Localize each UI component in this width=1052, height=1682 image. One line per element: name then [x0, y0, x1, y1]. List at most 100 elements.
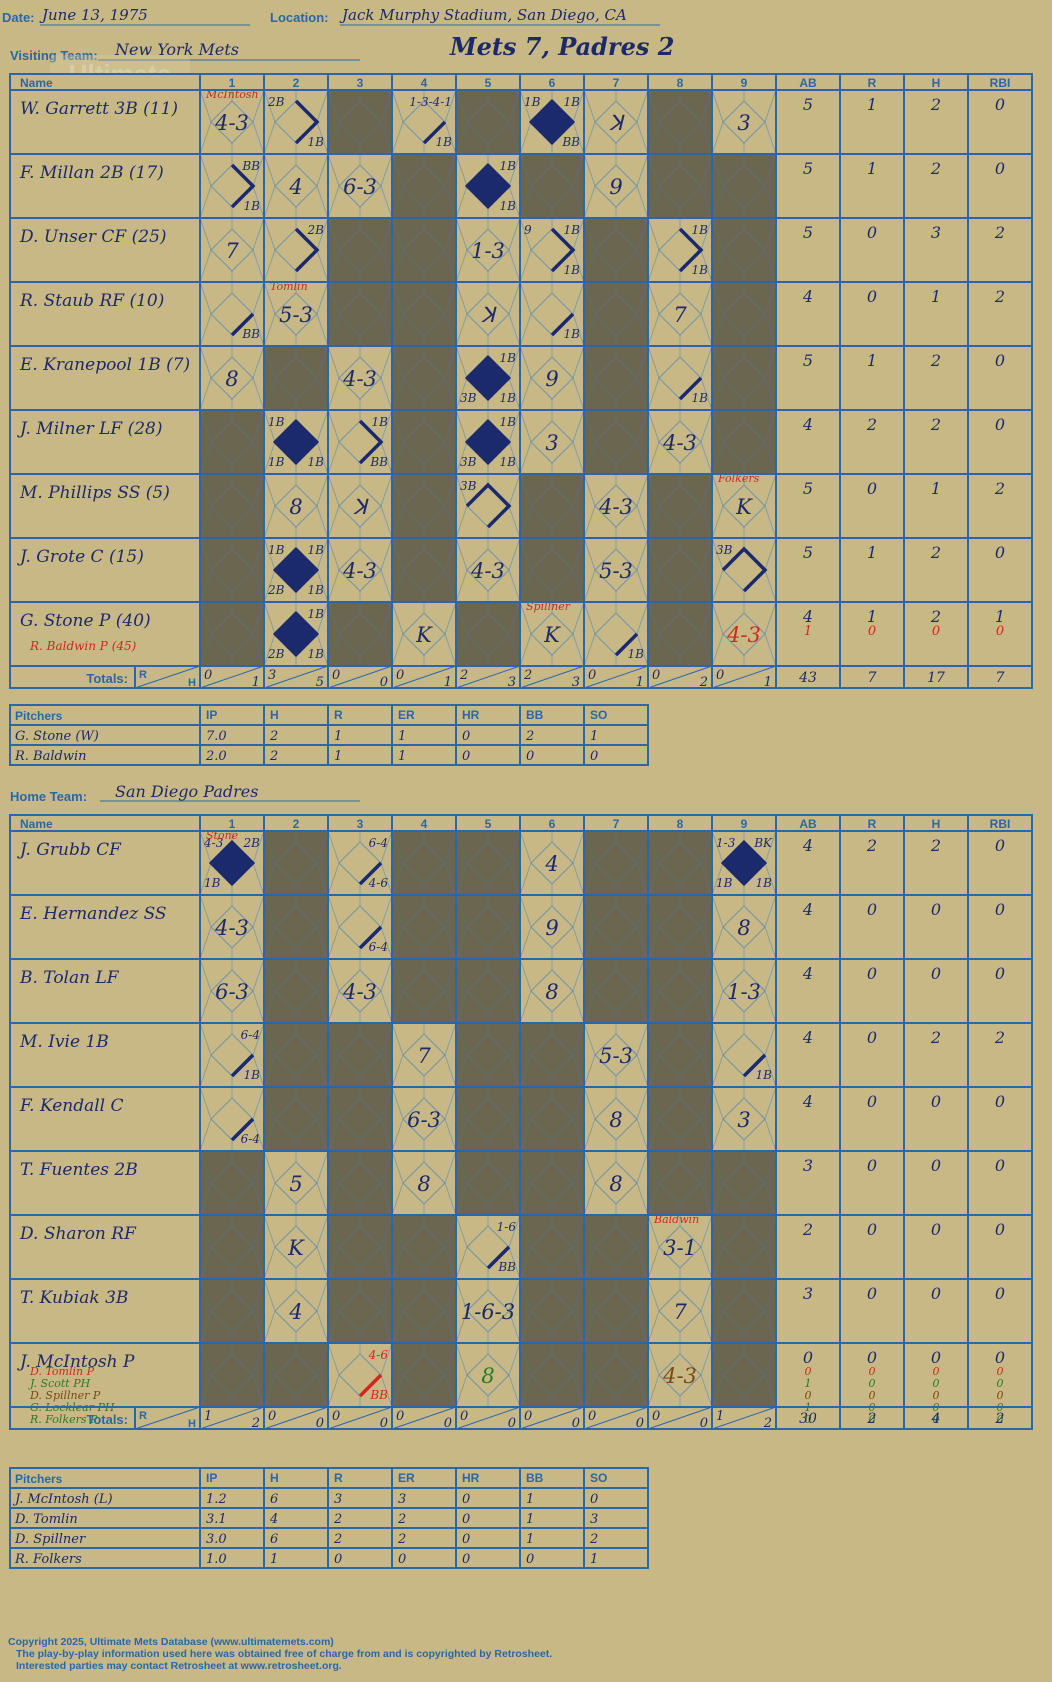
inning-hits: 1: [444, 675, 452, 690]
diamond-outline: [594, 228, 638, 272]
batter-stat: 0: [867, 287, 877, 306]
basepath-marker: [358, 861, 383, 886]
play-cell: [583, 830, 649, 896]
play-note: 1B: [308, 583, 325, 597]
pitcher-change-note: McIntosh: [205, 88, 259, 101]
batter-stat: 5: [803, 543, 813, 562]
batter-stat: 5: [803, 223, 813, 242]
substitute-stat: 0: [933, 1413, 940, 1426]
play-result: 8: [417, 1172, 430, 1196]
diamond-outline: [658, 969, 702, 1013]
play-cell: [647, 830, 713, 896]
play-cell: BB: [199, 281, 265, 347]
pitching-stat: 1.0: [206, 1552, 227, 1567]
play-cell: 6-4: [199, 1086, 265, 1152]
play-cell: 4-3 2B 1B Stone: [199, 829, 265, 896]
run-scored-marker: [464, 418, 512, 466]
batter-name: T. Fuentes 2B: [20, 1160, 138, 1180]
stat-header: H: [932, 76, 941, 90]
substitute-stat: 0: [869, 1413, 876, 1426]
play-result: 3-1: [663, 1236, 697, 1260]
play-cell: 3B: [455, 473, 521, 539]
diamond-outline: [466, 841, 510, 885]
diamond-outline: [402, 841, 446, 885]
play-note: 1B: [500, 199, 517, 213]
play-cell: 1B: [711, 1022, 777, 1088]
play-result: 7: [417, 1044, 431, 1068]
play-cell: [711, 1342, 777, 1408]
inning-runs: 3: [268, 668, 276, 683]
pitching-stat: 0: [462, 1552, 470, 1567]
play-note: 2B: [243, 836, 261, 850]
pitching-stat: 4: [269, 1512, 278, 1527]
play-note: 9: [524, 223, 532, 237]
pitching-stat: 3: [398, 1492, 406, 1507]
play-cell: [455, 89, 521, 155]
play-cell: 3B: [711, 537, 777, 603]
play-cell: [519, 1342, 585, 1408]
play-cell: [711, 1150, 777, 1216]
diamond-outline: [722, 1161, 766, 1205]
substitute-stat: 0: [869, 1365, 876, 1378]
play-result: 9: [545, 916, 558, 940]
substitute-stat: 0: [869, 1389, 876, 1402]
inning-runs: 0: [268, 1409, 276, 1424]
play-cell: [263, 1342, 329, 1408]
batter-name: F. Millan 2B (17): [19, 163, 164, 183]
basepath-marker: [358, 925, 383, 950]
diamond-outline: [274, 1033, 318, 1077]
pitching-stat: 1: [526, 1512, 534, 1527]
play-note: 1-3: [716, 836, 736, 850]
substitute-stat: 0: [997, 1389, 1004, 1402]
batter-name: T. Kubiak 3B: [20, 1288, 128, 1308]
pitching-stat: 2: [333, 1512, 342, 1527]
pitching-stat-header: IP: [206, 1471, 217, 1485]
play-cell: [583, 1342, 649, 1408]
play-cell: 4-3: [327, 958, 393, 1024]
play-note: 6-4: [369, 940, 388, 954]
inning-hits: 1: [636, 675, 644, 690]
batter-row: B. Tolan LF 6-3 4-3 8 1-3 4 0 0 0: [19, 958, 1005, 1024]
play-cell: [391, 1214, 457, 1280]
inning-hits: 0: [316, 1416, 324, 1431]
play-result: K: [543, 623, 561, 647]
date-label: Date:: [2, 10, 35, 25]
play-cell: 1-3-4-1 1B: [391, 89, 457, 155]
play-note: 3B: [716, 543, 733, 557]
batter-stat: 3: [803, 1156, 813, 1175]
pitching-stat: 6: [270, 1492, 278, 1507]
batter-stat: 0: [867, 1156, 877, 1175]
diamond-outline: [274, 969, 318, 1013]
diamond-outline: [466, 100, 510, 144]
inning-runs: 0: [716, 668, 724, 683]
play-cell: 1B 1B BB: [519, 89, 585, 155]
play-cell: [647, 1022, 713, 1088]
play-cell: [647, 89, 713, 155]
inning-header: 4: [421, 76, 428, 90]
substitute-stat: 0: [997, 1377, 1004, 1390]
batter-row: J. Grote C (15) 1B 1B 2B 1B 4-3 4-3 5-3 3B 5 1 2 0: [17, 537, 1005, 603]
play-cell: 5-3: [583, 537, 649, 603]
batter-stat: 0: [867, 964, 877, 983]
pitcher-row: G. Stone (W) 7.0 2 1 1 0 2 1: [15, 729, 598, 744]
diamond-outline: [338, 100, 382, 144]
diamond-outline: [466, 612, 510, 656]
play-cell: [711, 281, 777, 347]
play-cell: [199, 1150, 265, 1216]
play-note: 1-3-4-1: [409, 95, 452, 109]
substitute-stat: 0: [805, 1389, 812, 1402]
substitute-stat: 1: [804, 624, 812, 639]
diamond-outline: [466, 905, 510, 949]
substitute-name: D. Spillner P: [29, 1389, 101, 1402]
pitching-stat: 0: [590, 749, 598, 764]
play-cell: [583, 1278, 649, 1344]
inning-hits: 0: [572, 1416, 580, 1431]
play-cell: [711, 1278, 777, 1344]
play-note: 1B: [692, 223, 709, 237]
inning-runs: 0: [204, 668, 212, 683]
play-result: 8: [737, 916, 750, 940]
inning-runs: 1: [716, 1409, 724, 1424]
basepath-marker: [230, 312, 255, 337]
pitcher-row: R. Folkers 1.0 1 0 0 0 0 1: [14, 1552, 598, 1567]
run-scored-marker: [272, 418, 320, 466]
